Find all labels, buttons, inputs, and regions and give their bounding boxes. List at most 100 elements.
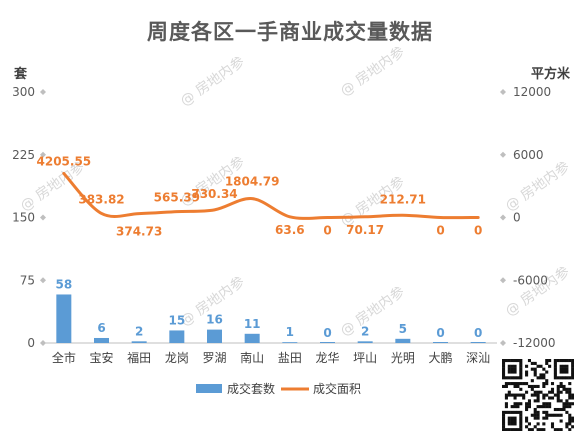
qr-module <box>510 359 514 363</box>
qr-module <box>542 373 546 377</box>
qr-module <box>504 428 508 432</box>
qr-module <box>568 416 572 420</box>
qr-module <box>519 382 523 386</box>
qr-module <box>507 428 511 432</box>
qr-module <box>542 376 546 380</box>
qr-module <box>516 410 520 414</box>
qr-module <box>559 364 563 368</box>
qr-module <box>513 422 517 426</box>
qr-module <box>571 376 575 380</box>
qr-module <box>533 399 537 403</box>
watermark: @ 房地内参 <box>502 263 573 320</box>
line-value-label: 0 <box>474 224 482 238</box>
qr-module <box>525 419 529 423</box>
qr-module <box>545 379 549 383</box>
qr-module <box>530 428 534 432</box>
qr-module <box>542 382 546 386</box>
qr-module <box>539 373 543 377</box>
right-tick-label: 0 <box>513 211 521 225</box>
category-label: 全市 <box>52 350 76 365</box>
watermark: @ 房地内参 <box>177 53 248 110</box>
qr-module <box>513 359 517 363</box>
qr-module <box>536 399 540 403</box>
qr-module <box>548 413 552 417</box>
qr-module <box>533 407 537 412</box>
qr-module <box>565 370 569 374</box>
qr-module <box>513 428 517 432</box>
qr-module <box>562 407 566 412</box>
qr-module <box>504 382 508 386</box>
qr-module <box>510 422 514 426</box>
qr-module <box>510 364 514 368</box>
qr-module <box>513 370 517 374</box>
qr-module <box>559 370 563 374</box>
qr-module <box>510 410 514 414</box>
qr-module <box>553 413 557 417</box>
right-tick-mark <box>500 214 506 221</box>
qr-module <box>565 410 569 414</box>
qr-module <box>519 419 523 423</box>
right-axis-unit: 平方米 <box>530 67 570 82</box>
qr-module <box>553 367 557 371</box>
qr-module <box>527 384 531 388</box>
bar <box>169 330 185 343</box>
qr-module <box>562 364 566 368</box>
qr-module <box>545 405 549 409</box>
qr-module <box>507 364 511 368</box>
qr-module <box>525 402 529 406</box>
qr-module <box>548 402 552 406</box>
bar-value-label: 15 <box>168 313 185 327</box>
qr-module <box>502 425 506 429</box>
qr-module <box>556 387 560 391</box>
qr-module <box>536 405 540 409</box>
left-tick-mark <box>40 89 46 95</box>
category-label: 龙华 <box>315 351 339 365</box>
qr-module <box>559 390 563 394</box>
qr-module <box>550 390 555 394</box>
qr-module <box>556 376 560 380</box>
qr-module <box>530 413 534 417</box>
bar <box>433 342 448 343</box>
qr-module <box>533 425 537 429</box>
qr-module <box>542 367 546 371</box>
bar <box>131 341 147 343</box>
qr-module <box>559 428 563 432</box>
legend-swatch-bars <box>196 384 222 393</box>
qr-module <box>556 390 560 394</box>
qr-module <box>542 410 546 414</box>
left-tick-label: 0 <box>27 336 35 350</box>
right-tick-label: 12000 <box>513 85 551 99</box>
qr-module <box>525 416 529 420</box>
qr-module <box>548 364 552 368</box>
qr-module <box>553 364 557 368</box>
qr-module <box>562 405 566 409</box>
qr-module <box>507 410 511 414</box>
qr-module <box>550 413 555 417</box>
qr-module <box>504 410 508 414</box>
qr-module <box>522 393 526 397</box>
qr-module <box>530 379 534 383</box>
qr-module <box>519 370 523 374</box>
qr-module <box>565 402 569 406</box>
qr-module <box>565 376 569 380</box>
qr-module <box>522 396 526 400</box>
qr-module <box>562 367 566 371</box>
bar <box>357 341 373 343</box>
bar <box>470 342 486 343</box>
qr-module <box>536 390 540 394</box>
right-tick-label: -6000 <box>513 273 548 287</box>
qr-module <box>553 428 557 432</box>
qr-module <box>525 390 529 394</box>
qr-module <box>533 393 537 397</box>
bar-value-label: 5 <box>399 322 407 336</box>
qr-module <box>513 364 517 368</box>
qr-module <box>519 410 523 414</box>
qr-module <box>516 376 520 380</box>
line-value-label: 565.39 <box>154 191 200 205</box>
qr-module <box>502 384 506 388</box>
left-tick-mark <box>40 340 46 346</box>
left-tick-label: 150 <box>12 211 35 225</box>
qr-module <box>519 425 523 429</box>
line-value-label: 63.6 <box>275 223 305 237</box>
qr-module <box>568 359 572 363</box>
